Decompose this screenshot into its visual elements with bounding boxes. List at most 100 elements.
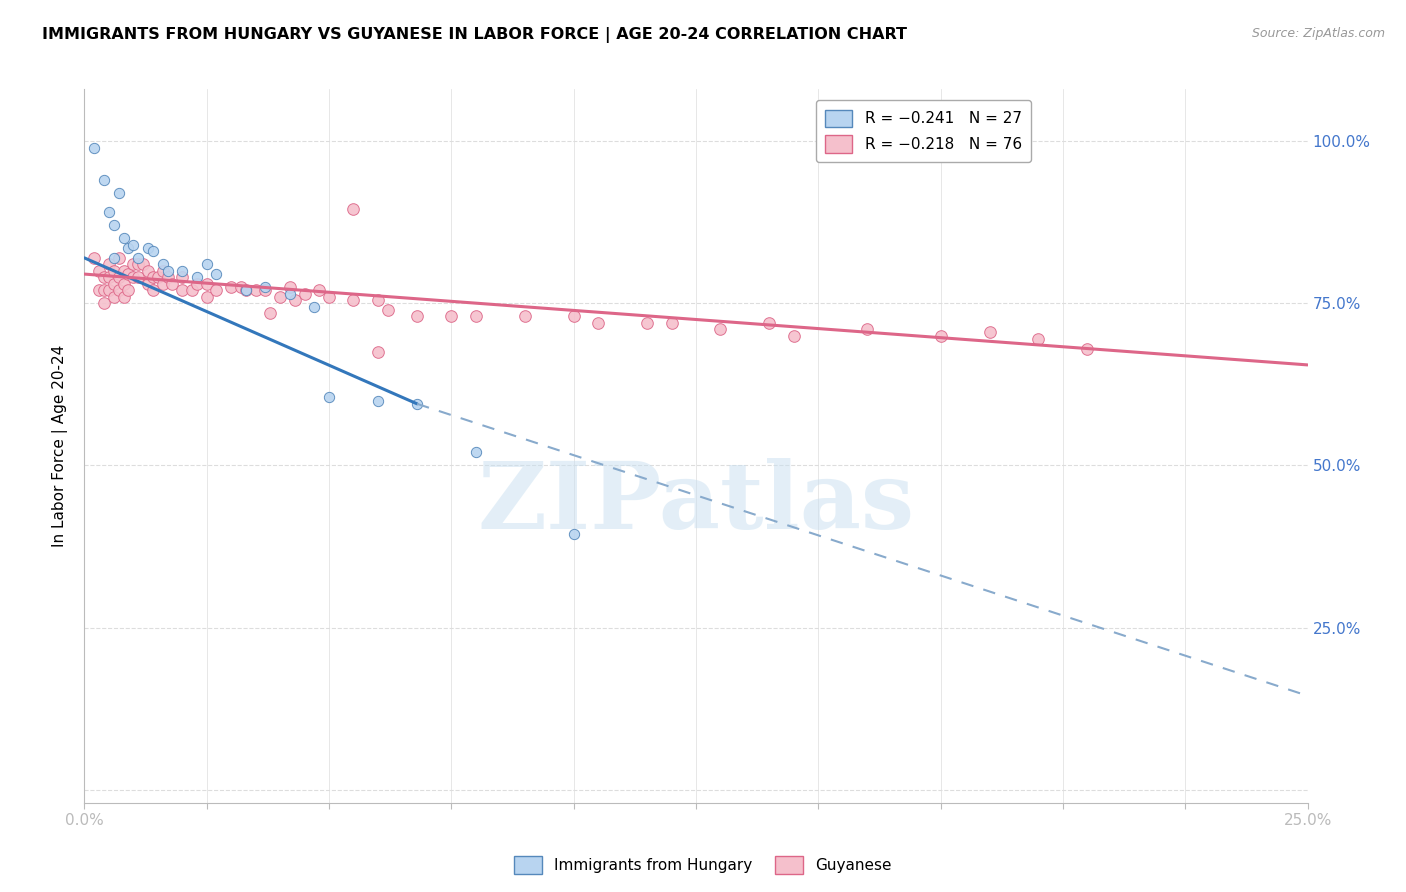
Point bbox=[172, 283, 194, 297]
Point bbox=[254, 280, 277, 294]
Legend: R = −0.241   N = 27, R = −0.218   N = 76: R = −0.241 N = 27, R = −0.218 N = 76 bbox=[815, 101, 1031, 161]
Point bbox=[122, 238, 145, 252]
Point bbox=[87, 283, 110, 297]
Point bbox=[93, 173, 115, 187]
Point bbox=[269, 290, 291, 304]
Point bbox=[93, 283, 115, 297]
Point bbox=[162, 277, 184, 291]
Point bbox=[97, 270, 120, 285]
Point bbox=[186, 277, 208, 291]
Point bbox=[1076, 342, 1098, 356]
Point bbox=[709, 322, 731, 336]
Point bbox=[103, 219, 125, 233]
Point bbox=[308, 283, 330, 297]
Point bbox=[136, 241, 159, 255]
Point bbox=[406, 310, 429, 324]
Point bbox=[304, 300, 326, 314]
Point bbox=[142, 283, 165, 297]
Point bbox=[513, 310, 536, 324]
Legend: Immigrants from Hungary, Guyanese: Immigrants from Hungary, Guyanese bbox=[509, 850, 897, 880]
Point bbox=[235, 283, 257, 297]
Point bbox=[758, 316, 780, 330]
Text: Source: ZipAtlas.com: Source: ZipAtlas.com bbox=[1251, 27, 1385, 40]
Point bbox=[112, 264, 135, 278]
Point bbox=[112, 231, 135, 245]
Point bbox=[122, 270, 145, 285]
Point bbox=[342, 293, 364, 307]
Point bbox=[464, 445, 486, 459]
Point bbox=[1028, 332, 1050, 346]
Point bbox=[122, 257, 145, 271]
Point bbox=[294, 286, 316, 301]
Point bbox=[318, 390, 340, 404]
Point bbox=[195, 290, 218, 304]
Point bbox=[117, 283, 139, 297]
Point bbox=[284, 293, 307, 307]
Point bbox=[440, 310, 463, 324]
Point bbox=[112, 290, 135, 304]
Point bbox=[929, 328, 952, 343]
Point bbox=[278, 280, 301, 294]
Point bbox=[245, 283, 267, 297]
Point bbox=[205, 283, 228, 297]
Point bbox=[97, 257, 120, 271]
Point bbox=[83, 140, 105, 154]
Point bbox=[103, 277, 125, 291]
Point bbox=[783, 328, 806, 343]
Point bbox=[636, 316, 658, 330]
Point bbox=[586, 316, 609, 330]
Point bbox=[97, 205, 120, 219]
Point bbox=[127, 270, 149, 285]
Point bbox=[181, 283, 204, 297]
Point bbox=[103, 264, 125, 278]
Point bbox=[127, 251, 149, 265]
Point bbox=[259, 306, 281, 320]
Point bbox=[93, 296, 115, 310]
Point bbox=[562, 526, 585, 541]
Point bbox=[103, 251, 125, 265]
Point bbox=[156, 270, 179, 285]
Point bbox=[235, 283, 257, 297]
Point bbox=[93, 270, 115, 285]
Point bbox=[156, 264, 179, 278]
Point bbox=[136, 264, 159, 278]
Text: IMMIGRANTS FROM HUNGARY VS GUYANESE IN LABOR FORCE | AGE 20-24 CORRELATION CHART: IMMIGRANTS FROM HUNGARY VS GUYANESE IN L… bbox=[42, 27, 907, 43]
Point bbox=[856, 322, 879, 336]
Point bbox=[195, 257, 218, 271]
Point bbox=[152, 257, 174, 271]
Point bbox=[186, 270, 208, 285]
Point bbox=[464, 310, 486, 324]
Point bbox=[367, 293, 389, 307]
Point bbox=[172, 264, 194, 278]
Y-axis label: In Labor Force | Age 20-24: In Labor Force | Age 20-24 bbox=[52, 345, 69, 547]
Point bbox=[142, 270, 165, 285]
Point bbox=[254, 283, 277, 297]
Point bbox=[152, 277, 174, 291]
Point bbox=[87, 264, 110, 278]
Point bbox=[342, 202, 364, 217]
Point bbox=[136, 277, 159, 291]
Point bbox=[132, 257, 155, 271]
Point bbox=[117, 241, 139, 255]
Point bbox=[229, 280, 252, 294]
Point bbox=[107, 283, 129, 297]
Point bbox=[979, 326, 1001, 340]
Point bbox=[107, 270, 129, 285]
Point bbox=[127, 257, 149, 271]
Point bbox=[83, 251, 105, 265]
Point bbox=[205, 267, 228, 281]
Point bbox=[278, 286, 301, 301]
Point bbox=[562, 310, 585, 324]
Point bbox=[112, 277, 135, 291]
Point bbox=[97, 283, 120, 297]
Text: ZIPatlas: ZIPatlas bbox=[478, 458, 914, 548]
Point bbox=[172, 270, 194, 285]
Point bbox=[219, 280, 242, 294]
Point bbox=[117, 267, 139, 281]
Point bbox=[107, 186, 129, 200]
Point bbox=[142, 244, 165, 259]
Point bbox=[367, 345, 389, 359]
Point bbox=[107, 251, 129, 265]
Point bbox=[195, 277, 218, 291]
Point bbox=[152, 264, 174, 278]
